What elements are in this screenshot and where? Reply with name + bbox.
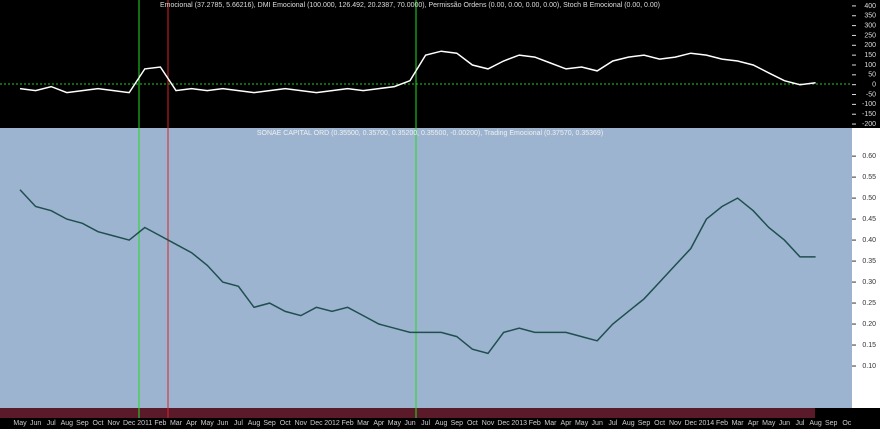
x-tick-label: Jul — [421, 420, 430, 427]
y-tick-label: 200 — [864, 42, 876, 49]
data-line — [19, 189, 816, 355]
y-tick-label: 0.45 — [862, 216, 876, 223]
x-tick-label: Apr — [561, 420, 573, 427]
x-tick-label: Apr — [373, 420, 385, 427]
y-tick-label: -150 — [862, 111, 876, 118]
y-tick-label: 0.50 — [862, 195, 876, 202]
x-tick-label: Mar — [544, 420, 557, 427]
y-tick-label: 350 — [864, 13, 876, 20]
x-tick-label: Aug — [809, 420, 822, 427]
x-tick-label: Sep — [76, 420, 89, 427]
x-tick-label: Jul — [608, 420, 617, 427]
x-tick-label: 2011 — [137, 420, 152, 427]
x-tick-label: Oct — [467, 420, 478, 427]
x-tick-label: Mar — [357, 420, 370, 427]
y-tick-label: 0.35 — [862, 258, 876, 265]
x-tick-label: Apr — [186, 420, 198, 427]
y-tick-label: 150 — [864, 52, 876, 59]
y-tick-label: -50 — [866, 91, 876, 98]
x-tick-label: May — [388, 420, 402, 427]
data-line — [19, 50, 816, 94]
x-tick-label: May — [201, 420, 215, 427]
x-tick-label: May — [575, 420, 589, 427]
x-tick-label: 2012 — [324, 420, 340, 427]
y-tick-label: -100 — [862, 101, 876, 108]
x-tick-label: Aug — [622, 420, 635, 427]
x-tick-label: Jul — [234, 420, 243, 427]
y-tick-label: 300 — [864, 22, 876, 29]
x-tick-label: Apr — [748, 420, 760, 427]
x-tick-label: 2014 — [699, 420, 715, 427]
y-tick-label: 0.40 — [862, 237, 876, 244]
x-tick-label: Dec — [310, 420, 323, 427]
x-tick-label: Mar — [170, 420, 183, 427]
y-tick-label: 100 — [864, 62, 876, 69]
x-tick-label: Jun — [779, 420, 790, 427]
x-tick-label: May — [762, 420, 776, 427]
x-tick-label: May — [13, 420, 27, 427]
x-tick-label: Jul — [796, 420, 805, 427]
x-tick-label: Jul — [47, 420, 56, 427]
price-axis-bg — [852, 128, 880, 408]
x-tick-label: Jun — [30, 420, 41, 427]
x-tick-label: Jun — [592, 420, 603, 427]
x-tick-label: Feb — [342, 420, 354, 427]
x-tick-label: Sep — [263, 420, 276, 427]
price-title: SONAE CAPITAL ORD (0.35500, 0.35700, 0.3… — [257, 130, 603, 137]
x-tick-label: Sep — [451, 420, 464, 427]
x-tick-label: Mar — [732, 420, 745, 427]
x-tick-label: Aug — [248, 420, 261, 427]
x-tick-label: Jun — [217, 420, 228, 427]
x-tick-label: Sep — [638, 420, 651, 427]
y-tick-label: 0.30 — [862, 279, 876, 286]
x-tick-label: Nov — [669, 420, 682, 427]
indicator-title: Emocional (37.2785, 5.66216), DMI Emocio… — [160, 2, 660, 9]
y-tick-label: 0 — [872, 82, 876, 89]
x-tick-label: Oct — [93, 420, 104, 427]
y-tick-label: 50 — [868, 72, 876, 79]
y-tick-label: 0.55 — [862, 174, 876, 181]
x-tick-label: Aug — [61, 420, 74, 427]
x-tick-label: 2013 — [511, 420, 527, 427]
y-tick-label: 400 — [864, 3, 876, 10]
x-tick-label: Jun — [404, 420, 415, 427]
time-strip — [0, 408, 815, 418]
x-tick-label: Dec — [497, 420, 510, 427]
y-tick-label: -200 — [862, 121, 876, 128]
x-tick-label: Aug — [435, 420, 448, 427]
y-tick-label: 0.25 — [862, 300, 876, 307]
y-tick-label: 0.60 — [862, 153, 876, 160]
x-tick-label: Dec — [123, 420, 136, 427]
price-panel — [0, 128, 852, 408]
x-tick-label: Oct — [280, 420, 291, 427]
x-tick-label: Sep — [825, 420, 838, 427]
y-tick-label: 0.15 — [862, 342, 876, 349]
x-tick-label: Nov — [482, 420, 495, 427]
x-tick-label: Dec — [685, 420, 698, 427]
x-tick-label: Oc — [842, 420, 851, 427]
y-tick-label: 0.20 — [862, 321, 876, 328]
x-tick-label: Nov — [295, 420, 308, 427]
x-tick-label: Nov — [107, 420, 120, 427]
x-tick-label: Feb — [716, 420, 728, 427]
x-tick-label: Feb — [154, 420, 166, 427]
y-tick-label: 250 — [864, 32, 876, 39]
y-tick-label: 0.10 — [862, 363, 876, 370]
x-tick-label: Feb — [529, 420, 541, 427]
indicator-panel — [0, 0, 852, 128]
x-tick-label: Oct — [654, 420, 665, 427]
